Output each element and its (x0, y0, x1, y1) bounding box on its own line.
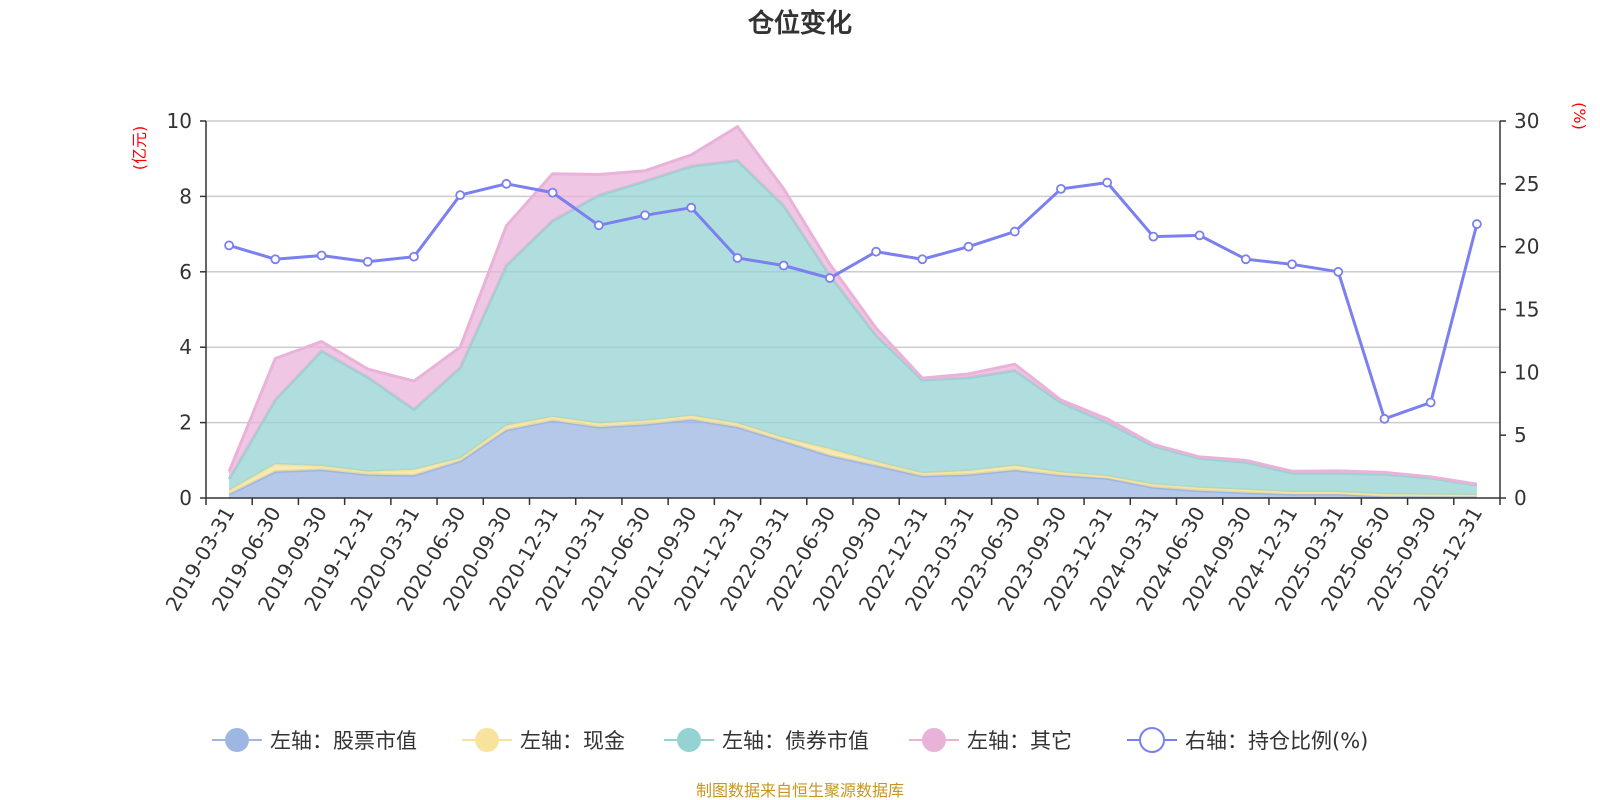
area-edge-other (227, 124, 1478, 486)
right-tick-label: 10 (1514, 360, 1539, 384)
ratio-line (228, 181, 1479, 421)
legend-marker-cash (475, 728, 499, 752)
stacked-areas (227, 124, 1478, 498)
right-tick-label: 20 (1514, 235, 1539, 259)
left-axis-unit: (亿元) (130, 126, 149, 171)
ratio-point (963, 241, 974, 252)
ratio-point (362, 256, 373, 267)
right-tick-label: 25 (1514, 172, 1539, 196)
ratio-line-series (224, 177, 1482, 424)
ratio-point (1379, 413, 1390, 424)
ratio-point (501, 178, 512, 189)
ratio-point (547, 187, 558, 198)
left-tick-label: 2 (179, 411, 192, 435)
right-tick-label: 30 (1514, 109, 1539, 133)
ratio-point (1194, 230, 1205, 241)
area-bond (229, 160, 1477, 495)
left-tick-label: 10 (167, 109, 192, 133)
legend-marker-bond (677, 728, 701, 752)
legend-label-stock: 左轴：股票市值 (270, 729, 417, 753)
right-tick-label: 5 (1514, 423, 1527, 447)
ratio-point (1287, 259, 1297, 270)
right-tick-label: 15 (1514, 298, 1539, 322)
ratio-point (316, 250, 327, 261)
data-source-footer: 制图数据来自恒生聚源数据库 (696, 781, 904, 800)
gridlines (206, 120, 1500, 424)
ratio-point (732, 253, 743, 263)
ratio-point (640, 210, 650, 221)
area-stock (229, 419, 1477, 498)
ratio-point (455, 190, 466, 201)
ratio-point (1056, 183, 1066, 194)
ratio-point (224, 240, 235, 251)
left-tick-label: 0 (179, 486, 192, 510)
legend-marker-stock (225, 728, 249, 752)
ratio-point (1471, 219, 1482, 229)
right-tick-label: 0 (1514, 486, 1527, 510)
legend[interactable]: 左轴：股票市值 左轴：现金 左轴：债券市值 左轴：其它 右轴：持仓比例(%) (212, 727, 1368, 753)
ratio-point (824, 273, 835, 283)
ratio-point (1148, 231, 1159, 242)
ratio-point (871, 246, 882, 257)
ratio-point (593, 220, 604, 231)
legend-marker-ratio (1139, 727, 1165, 753)
ratio-point (686, 202, 697, 213)
ratio-point (917, 254, 928, 265)
ratio-point (1009, 226, 1020, 237)
ratio-point (1425, 397, 1436, 408)
legend-label-cash: 左轴：现金 (520, 729, 625, 753)
left-tick-label: 8 (179, 184, 192, 208)
ratio-point (1240, 254, 1251, 265)
right-axis-unit: (%) (1570, 102, 1589, 130)
legend-marker-other (922, 728, 946, 752)
chart-title: 仓位变化 (747, 8, 852, 39)
ratio-point (270, 254, 281, 265)
legend-label-bond: 左轴：债券市值 (722, 729, 869, 753)
legend-label-other: 左轴：其它 (967, 729, 1072, 753)
ratio-point (409, 251, 419, 262)
area-other (229, 126, 1477, 486)
left-tick-label: 4 (179, 335, 192, 359)
ratio-point (1333, 266, 1344, 277)
legend-label-ratio: 右轴：持仓比例(%) (1185, 729, 1368, 753)
ratio-point (1102, 177, 1113, 188)
left-tick-label: 6 (179, 260, 192, 284)
ratio-point (778, 260, 789, 271)
